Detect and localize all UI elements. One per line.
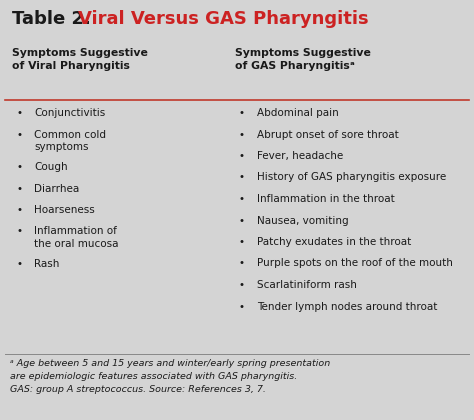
- Text: •: •: [16, 162, 22, 172]
- Text: Fever, headache: Fever, headache: [257, 151, 343, 161]
- Text: Abdominal pain: Abdominal pain: [257, 108, 339, 118]
- Text: •: •: [239, 108, 245, 118]
- Text: •: •: [239, 215, 245, 226]
- Text: History of GAS pharyngitis exposure: History of GAS pharyngitis exposure: [257, 173, 446, 183]
- Text: Tender lymph nodes around throat: Tender lymph nodes around throat: [257, 302, 438, 312]
- Text: •: •: [16, 184, 22, 194]
- Text: Conjunctivitis: Conjunctivitis: [34, 108, 105, 118]
- Text: Rash: Rash: [34, 259, 59, 269]
- Text: •: •: [16, 259, 22, 269]
- Text: Diarrhea: Diarrhea: [34, 184, 79, 194]
- Text: Patchy exudates in the throat: Patchy exudates in the throat: [257, 237, 411, 247]
- Text: •: •: [239, 237, 245, 247]
- Text: •: •: [239, 151, 245, 161]
- Text: •: •: [16, 226, 22, 236]
- Text: Abrupt onset of sore throat: Abrupt onset of sore throat: [257, 129, 399, 139]
- Text: Symptoms Suggestive
of GAS Pharyngitisᵃ: Symptoms Suggestive of GAS Pharyngitisᵃ: [235, 48, 371, 71]
- Text: Table 2.: Table 2.: [12, 10, 97, 28]
- Text: Symptoms Suggestive
of Viral Pharyngitis: Symptoms Suggestive of Viral Pharyngitis: [12, 48, 148, 71]
- Text: •: •: [239, 258, 245, 268]
- Text: GAS: group A streptococcus. Source: References 3, 7.: GAS: group A streptococcus. Source: Refe…: [10, 385, 266, 394]
- Text: •: •: [239, 129, 245, 139]
- Text: Viral Versus GAS Pharyngitis: Viral Versus GAS Pharyngitis: [78, 10, 369, 28]
- Text: •: •: [16, 205, 22, 215]
- Text: Common cold
symptoms: Common cold symptoms: [34, 129, 106, 152]
- Text: Cough: Cough: [34, 162, 68, 172]
- Text: Hoarseness: Hoarseness: [34, 205, 95, 215]
- Text: Scarlatiniform rash: Scarlatiniform rash: [257, 280, 357, 290]
- Text: •: •: [239, 302, 245, 312]
- Text: are epidemiologic features associated with GAS pharyngitis.: are epidemiologic features associated wi…: [10, 372, 297, 381]
- Text: Inflammation of
the oral mucosa: Inflammation of the oral mucosa: [34, 226, 118, 249]
- Text: Inflammation in the throat: Inflammation in the throat: [257, 194, 395, 204]
- Text: •: •: [239, 194, 245, 204]
- Text: •: •: [239, 173, 245, 183]
- Text: Nausea, vomiting: Nausea, vomiting: [257, 215, 348, 226]
- Text: •: •: [16, 108, 22, 118]
- Text: Purple spots on the roof of the mouth: Purple spots on the roof of the mouth: [257, 258, 453, 268]
- Text: •: •: [16, 129, 22, 139]
- Text: ᵃ Age between 5 and 15 years and winter/early spring presentation: ᵃ Age between 5 and 15 years and winter/…: [10, 359, 330, 368]
- Text: •: •: [239, 280, 245, 290]
